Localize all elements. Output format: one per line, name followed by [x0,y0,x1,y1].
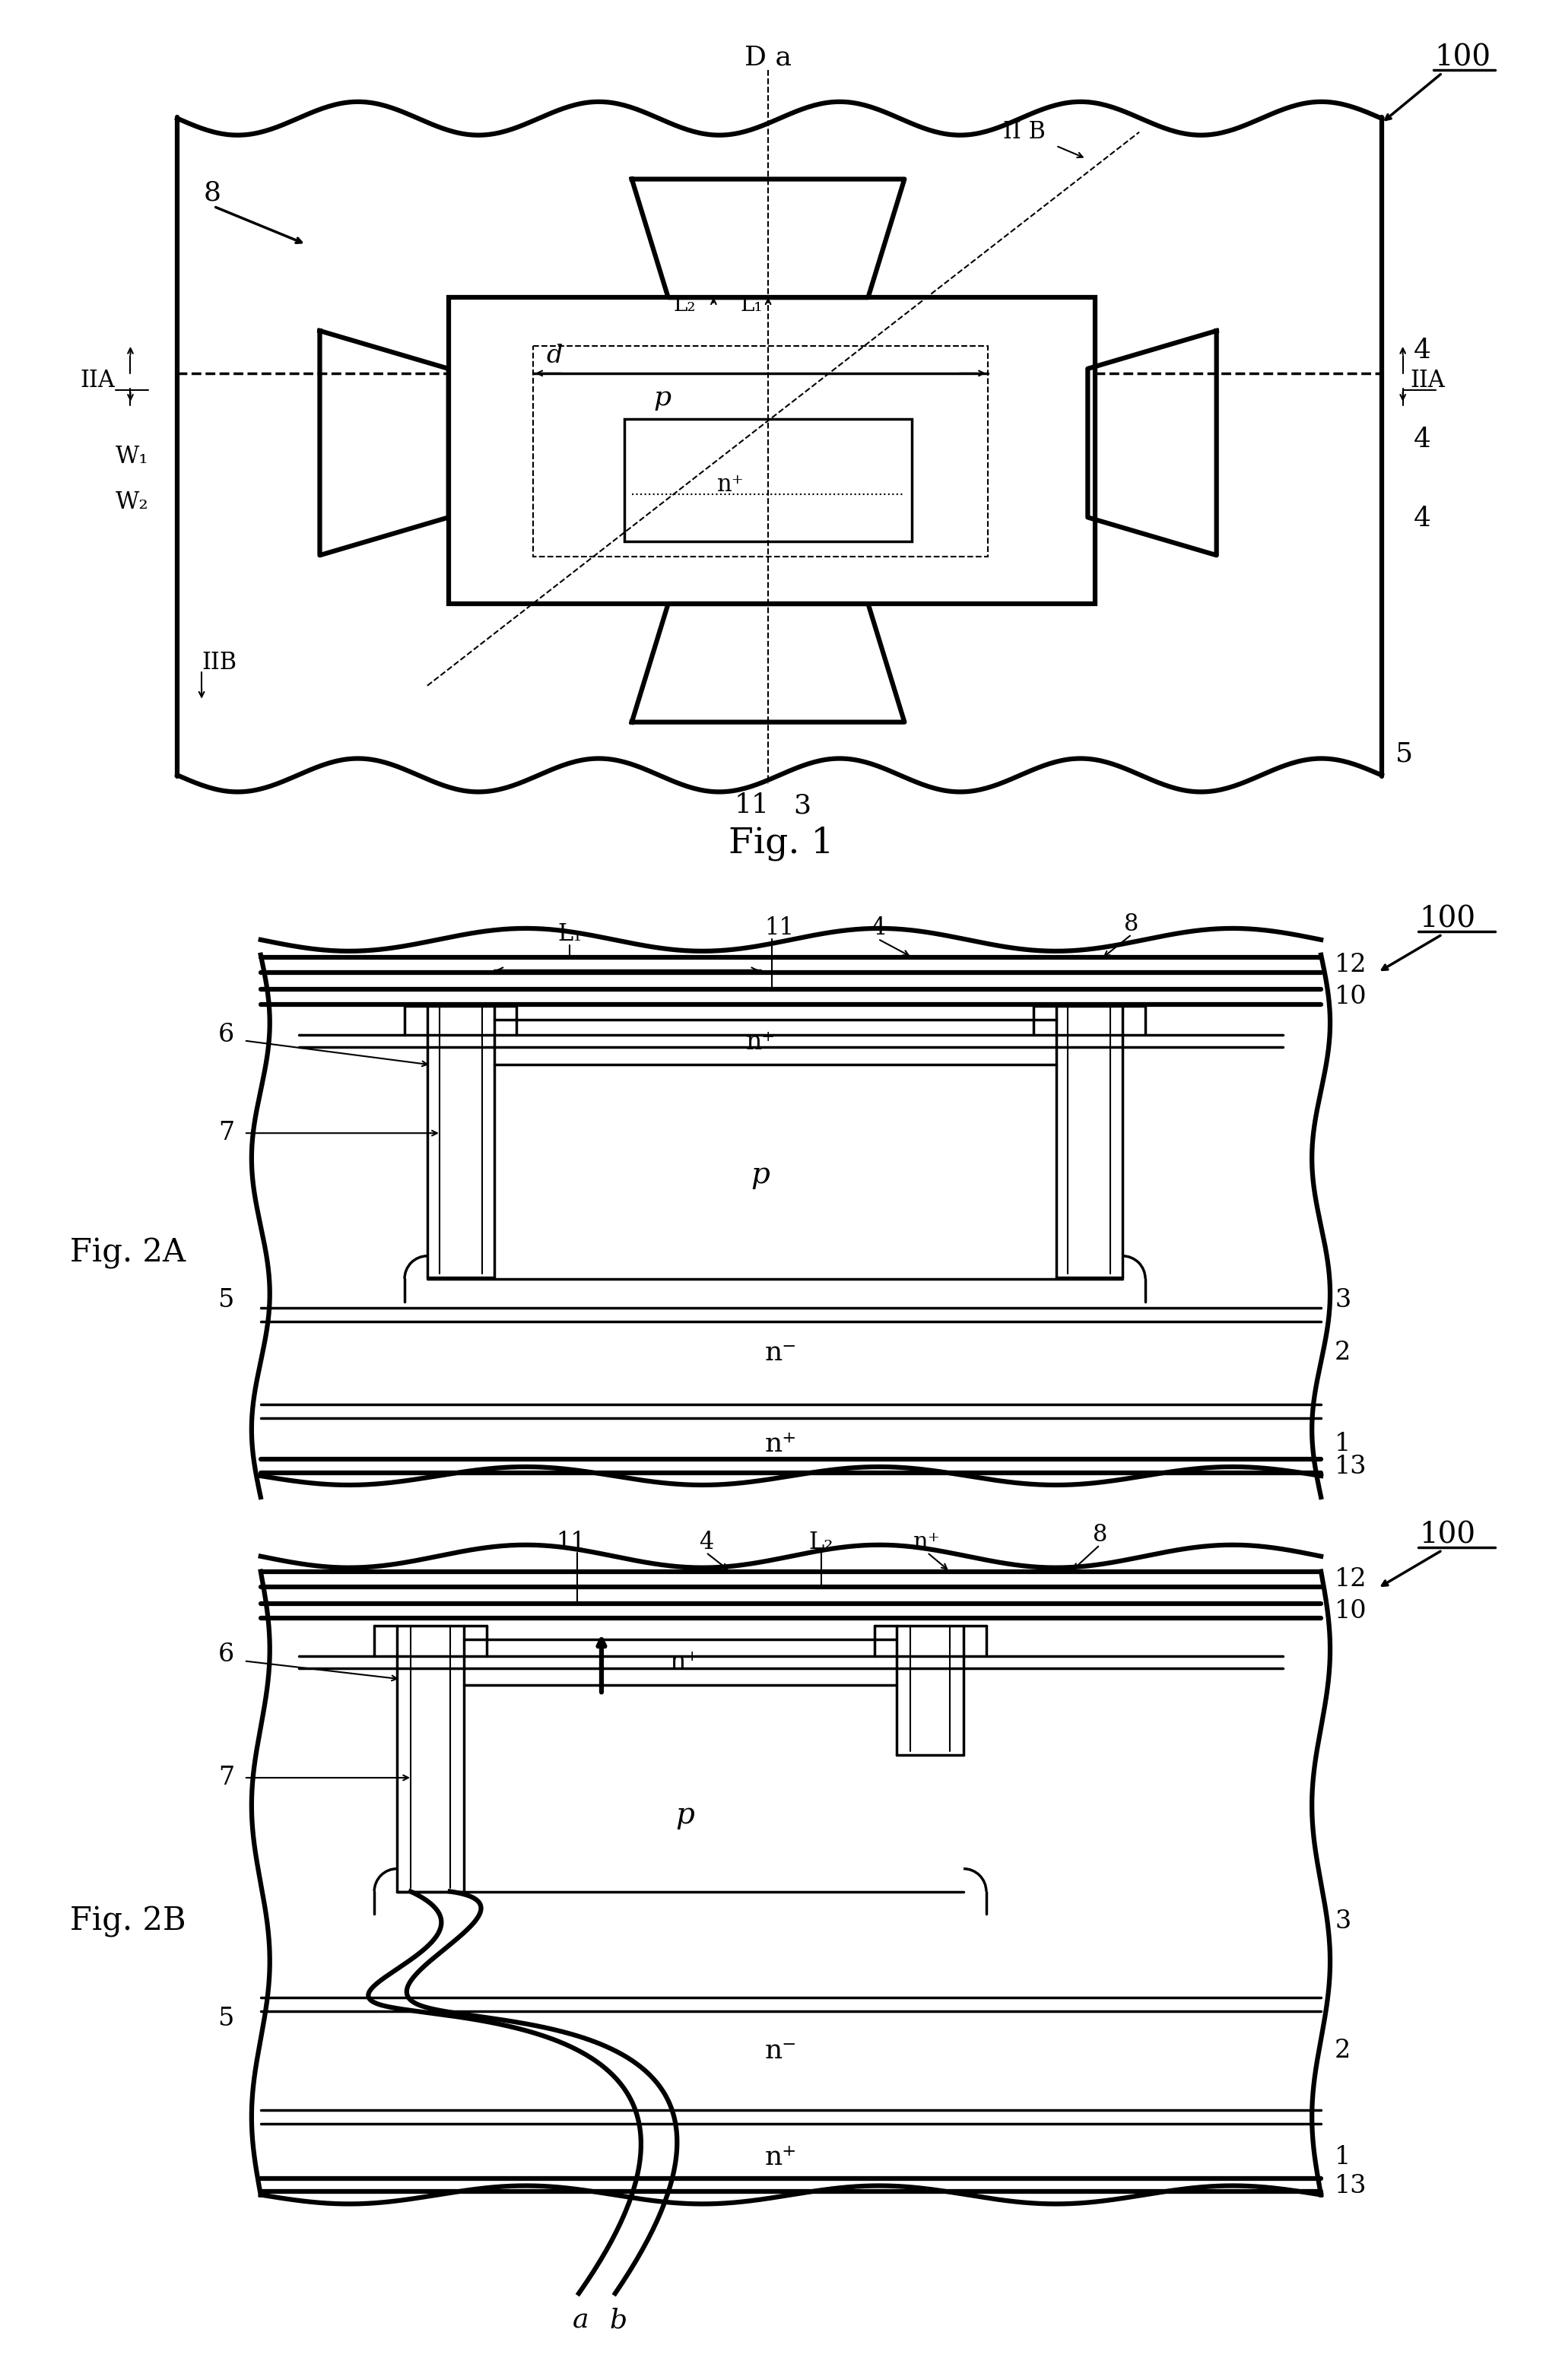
Text: 100: 100 [1420,904,1476,933]
Text: 10: 10 [1334,1599,1367,1623]
Text: 3: 3 [1334,1288,1351,1311]
Text: 2: 2 [1334,2040,1351,2063]
Text: 1: 1 [1334,1433,1351,1457]
Bar [533,345,987,557]
Text: 11: 11 [734,793,769,819]
Text: p: p [653,386,672,409]
Text: 11: 11 [556,1530,586,1554]
Text: n⁺: n⁺ [765,2144,797,2171]
Text: 7: 7 [219,1121,234,1145]
Text: 8: 8 [205,181,222,205]
Text: 8: 8 [1125,914,1139,935]
Text: 2: 2 [1334,1340,1351,1366]
Text: Fig. 1: Fig. 1 [728,826,834,862]
Text: L₂: L₂ [809,1530,834,1554]
Text: n⁺: n⁺ [670,1649,700,1676]
Text: II B: II B [1003,121,1045,143]
Text: W₂: W₂ [116,490,148,514]
Text: 1: 1 [1334,2144,1351,2168]
Text: n⁺: n⁺ [914,1530,940,1554]
Text: 4: 4 [870,916,886,940]
Text: Fig. 2B: Fig. 2B [70,1906,186,1937]
Text: d: d [547,343,562,369]
Text: p: p [675,1802,694,1830]
Text: 6: 6 [219,1023,234,1047]
Text: b: b [609,2306,626,2332]
Text: n⁺: n⁺ [745,1031,775,1054]
Text: 4: 4 [698,1530,714,1554]
Text: 3: 3 [793,793,811,819]
Text: 3: 3 [1334,1909,1351,1935]
Text: 5: 5 [1395,740,1412,766]
Text: 4: 4 [1414,426,1431,452]
Text: n⁺: n⁺ [765,1430,797,1457]
Text: 8: 8 [1092,1523,1107,1547]
Text: 13: 13 [1334,2173,1367,2197]
Text: 12: 12 [1334,1566,1367,1592]
Text: 100: 100 [1420,1521,1476,1549]
Text: 11: 11 [764,916,793,940]
Text: IIA: IIA [80,369,116,393]
Text: W₁: W₁ [116,445,148,469]
Text: n⁻: n⁻ [765,2037,797,2063]
Text: 4: 4 [1414,507,1431,531]
Text: 13: 13 [1334,1454,1367,1478]
Text: L₂: L₂ [673,295,697,314]
Text: IIB: IIB [201,652,237,674]
Text: D a: D a [745,45,792,71]
Text: L₁: L₁ [740,295,762,314]
Text: 4: 4 [1414,338,1431,364]
Text: a: a [572,2306,589,2332]
Text: 5: 5 [219,2006,234,2030]
Text: Fig. 2A: Fig. 2A [70,1238,186,1269]
Text: n⁻: n⁻ [765,1340,797,1366]
Text: n⁺: n⁺ [717,474,744,497]
Text: 12: 12 [1334,952,1367,976]
Text: p: p [751,1161,770,1190]
Bar [625,419,912,543]
Text: 10: 10 [1334,985,1367,1009]
Text: IIA: IIA [1410,369,1445,393]
Text: L₁: L₁ [558,923,583,947]
Bar [448,298,1095,605]
Text: 100: 100 [1434,43,1492,71]
Text: 6: 6 [219,1642,234,1666]
Text: 5: 5 [219,1288,234,1311]
Text: 7: 7 [219,1766,234,1790]
